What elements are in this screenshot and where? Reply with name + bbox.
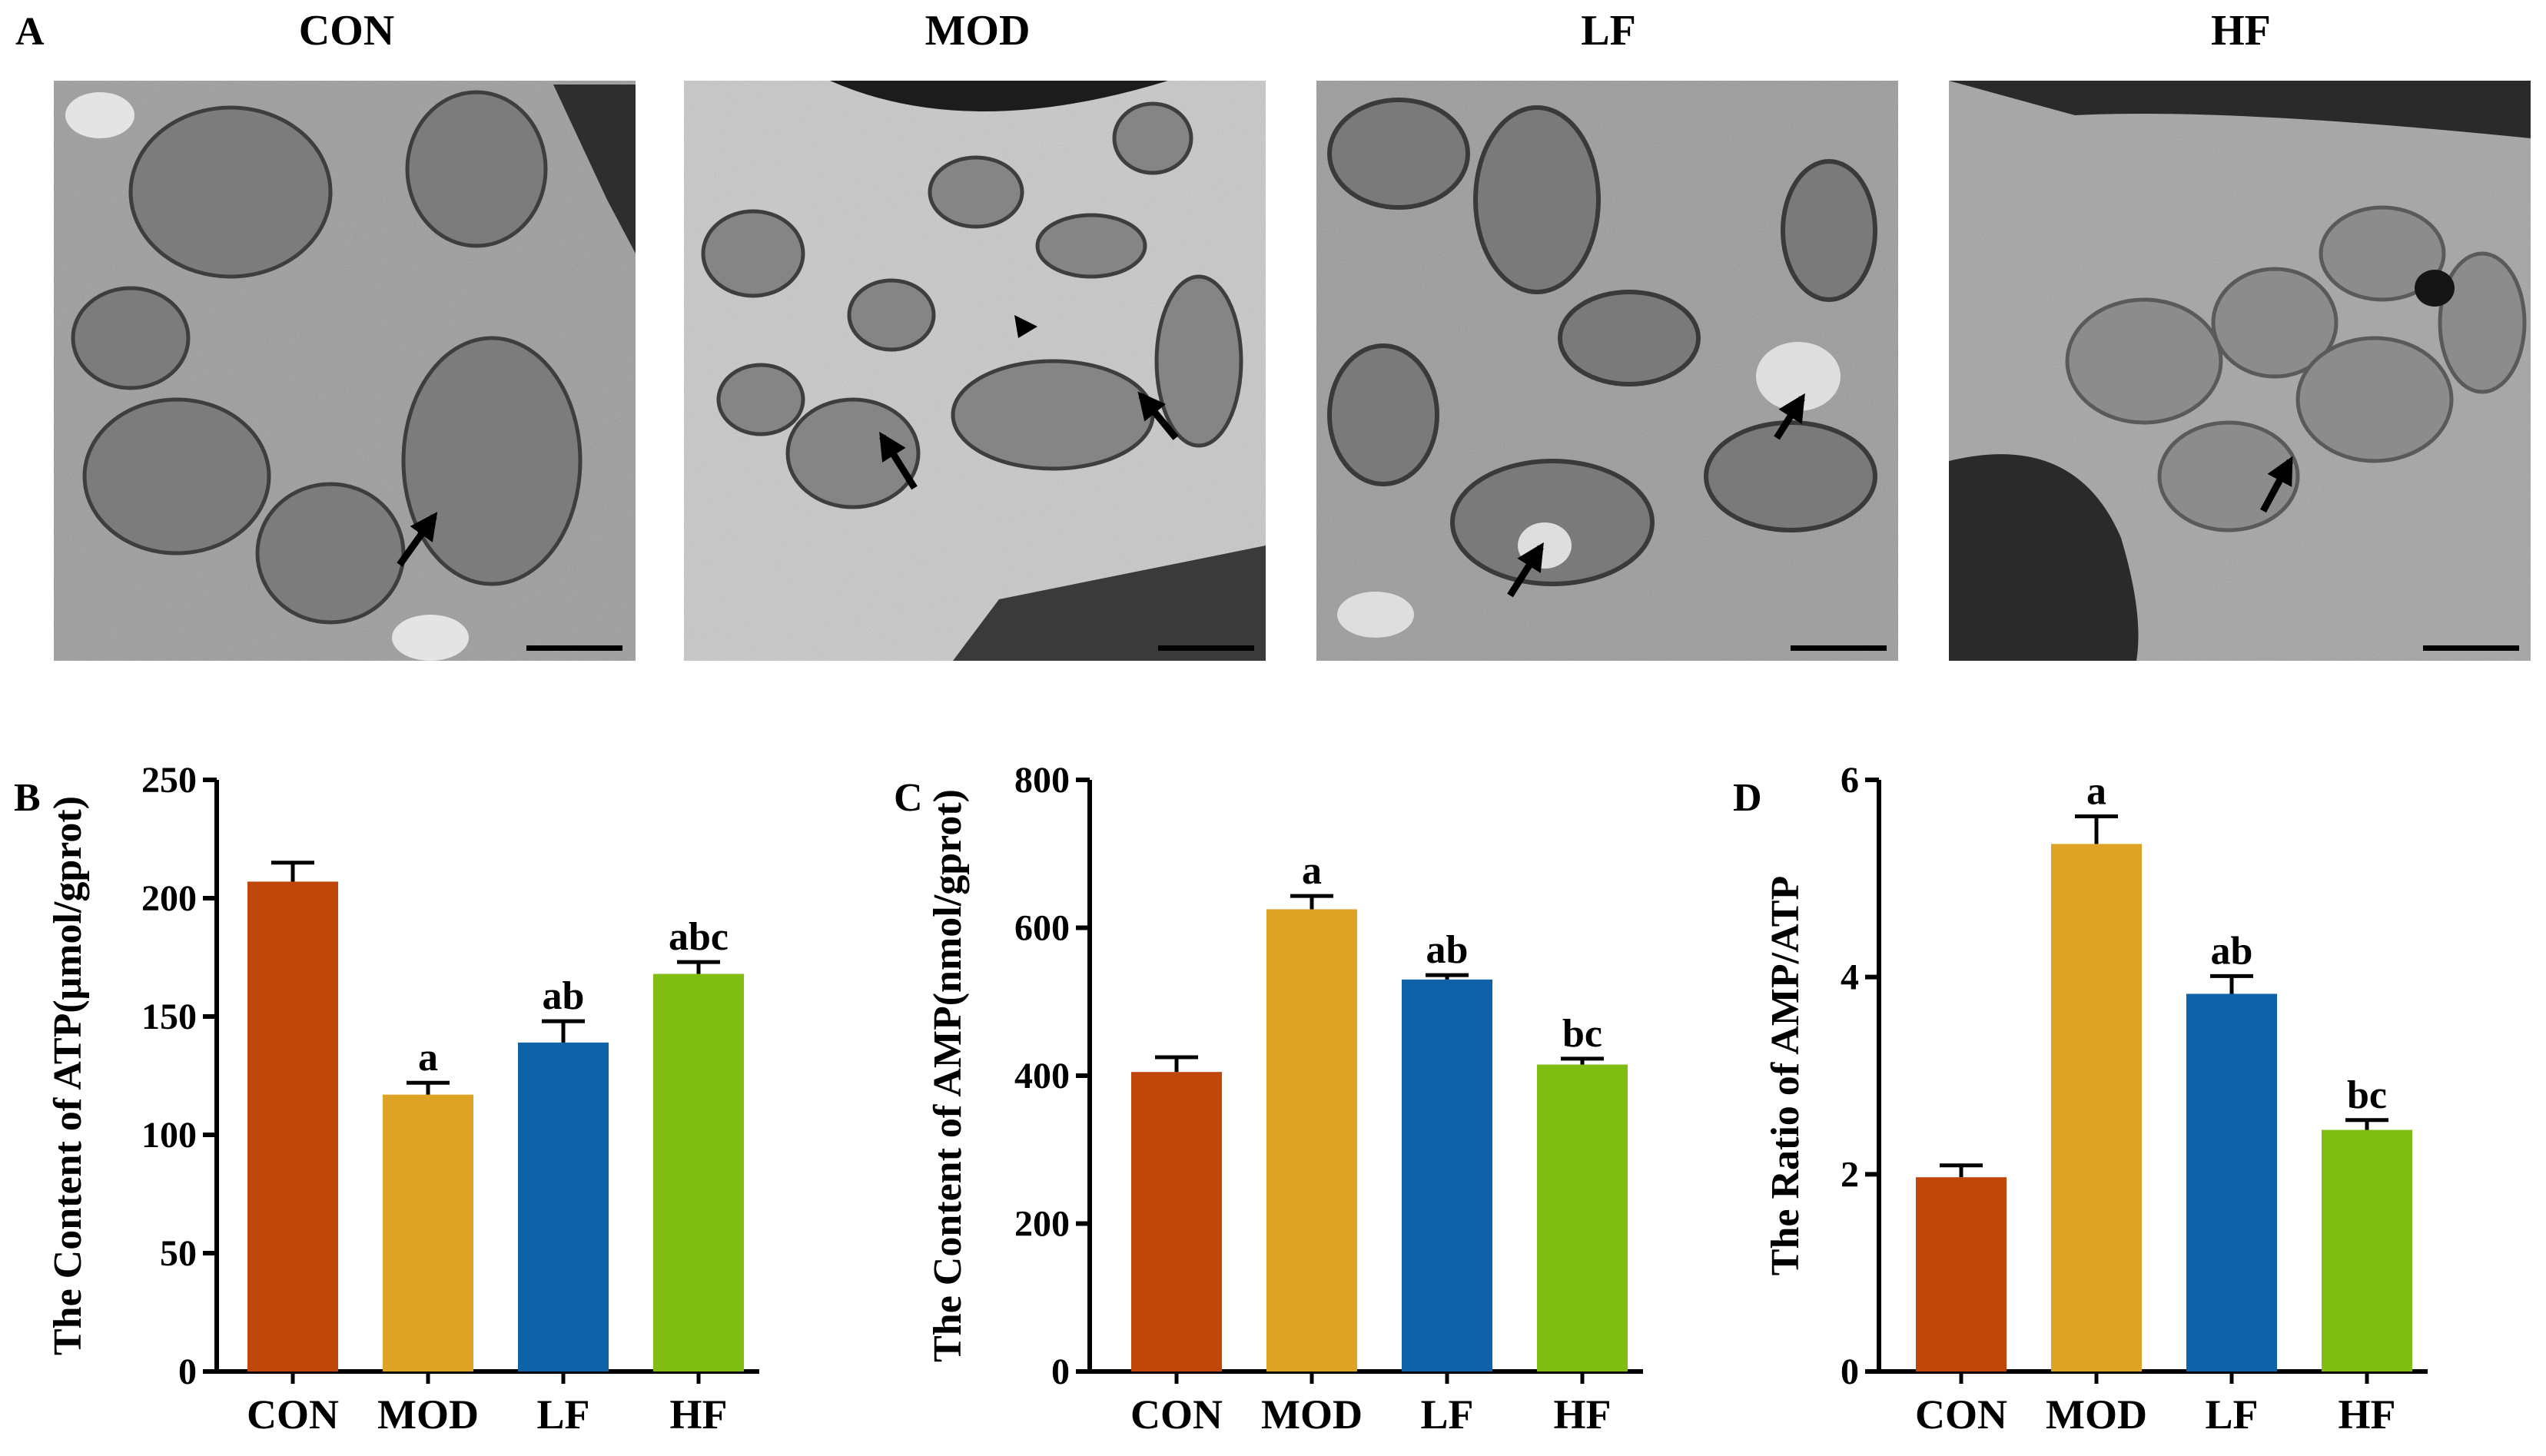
bar-mod — [1266, 909, 1357, 1371]
y-tick-label: 150 — [141, 997, 197, 1037]
significance-label: ab — [2211, 929, 2253, 973]
significance-label: ab — [1426, 928, 1469, 972]
significance-label: abc — [669, 915, 729, 959]
y-tick-label: 100 — [141, 1115, 197, 1156]
x-tick-label-con: CON — [247, 1391, 339, 1438]
micrograph-lf: LF — [1316, 7, 1898, 661]
micrograph-title-lf: LF — [1581, 7, 1636, 55]
y-axis-label: The Ratio of AMP/ATP — [1764, 876, 1807, 1275]
y-axis-label: The Content of AMP(nmol/gprot) — [926, 789, 970, 1362]
significance-label: a — [1302, 849, 1322, 893]
arrow-icon — [1507, 542, 1544, 598]
x-tick-label-lf: LF — [2205, 1391, 2258, 1438]
micrograph-title-con: CON — [299, 7, 394, 55]
x-tick-label-mod: MOD — [2046, 1391, 2147, 1438]
bar-hf — [1537, 1064, 1628, 1371]
bar-lf — [2186, 993, 2277, 1371]
bar-hf — [2322, 1129, 2412, 1371]
y-tick-label: 0 — [1051, 1352, 1070, 1392]
x-tick-label-mod: MOD — [377, 1391, 479, 1438]
panel-label-d: D — [1733, 776, 1762, 820]
y-tick-label: 50 — [160, 1233, 197, 1274]
significance-label: ab — [543, 974, 585, 1018]
y-tick-label: 0 — [1841, 1352, 1859, 1392]
x-tick-label-hf: HF — [1554, 1391, 1612, 1438]
micrograph-title-hf: HF — [2211, 7, 2271, 55]
arrowhead-icon — [1014, 315, 1037, 338]
x-tick-label-lf: LF — [536, 1391, 589, 1438]
micrograph-con: CON — [54, 7, 636, 661]
x-tick-label-hf: HF — [2339, 1391, 2396, 1438]
bar-con — [1916, 1177, 2007, 1371]
chart-panel-d: D The Ratio of AMP/ATP 0 2 4 6 CON a MOD ab LF bc HF — [1733, 760, 2428, 1438]
y-tick-label: 600 — [1014, 908, 1070, 949]
significance-label: bc — [1562, 1012, 1602, 1056]
y-tick-label: 200 — [141, 878, 197, 919]
significance-label: a — [418, 1036, 438, 1080]
micrograph-title-mod: MOD — [925, 7, 1031, 55]
x-tick-label-lf: LF — [1420, 1391, 1473, 1438]
arrow-icon — [397, 512, 438, 567]
chart-panel-c: C The Content of AMP(nmol/gprot) 0 200 400 60… — [894, 760, 1643, 1438]
y-tick-label: 250 — [141, 760, 197, 801]
arrow-icon — [1774, 393, 1805, 440]
y-tick-label: 400 — [1014, 1056, 1070, 1096]
significance-label: bc — [2347, 1073, 2387, 1117]
chart-panel-b: B The Content of ATP(μmol/gprot) 0 50 100 150… — [14, 760, 759, 1438]
bar-con — [247, 881, 338, 1371]
arrow-icon — [879, 431, 918, 490]
bar-lf — [518, 1042, 609, 1371]
panel-label-b: B — [14, 776, 41, 820]
scale-bar — [1791, 645, 1887, 651]
bar-con — [1131, 1072, 1222, 1371]
y-tick-label: 4 — [1841, 957, 1859, 998]
x-tick-label-con: CON — [1130, 1391, 1223, 1438]
bar-lf — [1402, 979, 1492, 1371]
y-tick-label: 200 — [1014, 1204, 1070, 1245]
arrow-icon — [2260, 456, 2293, 513]
bar-hf — [653, 973, 744, 1371]
bar-mod — [2051, 844, 2142, 1371]
y-tick-label: 0 — [178, 1352, 197, 1392]
bar-mod — [383, 1094, 473, 1371]
scale-bar — [526, 645, 622, 651]
significance-label: a — [2086, 769, 2106, 813]
panel-label-c: C — [894, 776, 923, 820]
y-axis-label: The Content of ATP(μmol/gprot) — [46, 796, 90, 1355]
x-tick-label-con: CON — [1915, 1391, 2007, 1438]
y-tick-label: 800 — [1014, 760, 1070, 801]
panel-a-label: A — [15, 10, 45, 54]
micrograph-mod: MOD — [684, 7, 1266, 661]
micrograph-hf: HF — [1949, 7, 2531, 661]
scale-bar — [1158, 645, 1254, 651]
x-tick-label-hf: HF — [670, 1391, 728, 1438]
arrow-icon — [1137, 391, 1179, 440]
scale-bar — [2423, 645, 2519, 651]
y-tick-label: 6 — [1841, 760, 1859, 801]
y-tick-label: 2 — [1841, 1154, 1859, 1195]
x-tick-label-mod: MOD — [1261, 1391, 1363, 1438]
